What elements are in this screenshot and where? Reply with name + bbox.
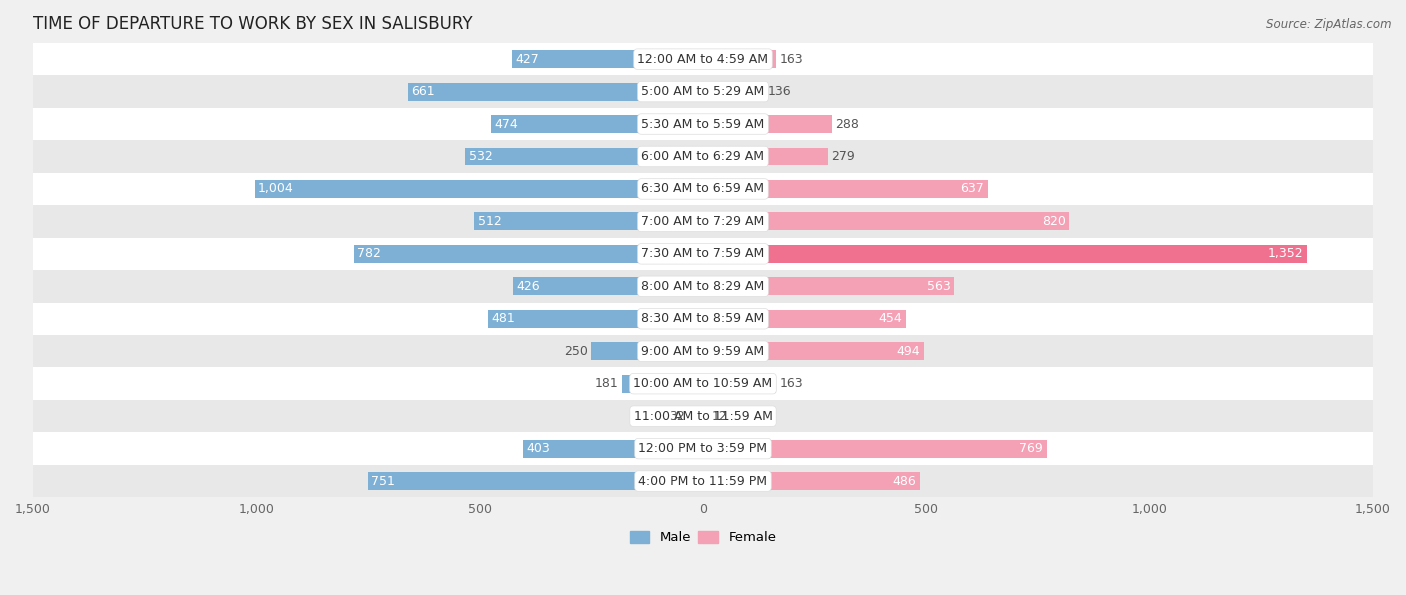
Legend: Male, Female: Male, Female (624, 526, 782, 550)
Bar (0, 76, 1406, 108)
Bar (0, 140, 1406, 173)
Text: 1,004: 1,004 (259, 183, 294, 195)
Text: 403: 403 (527, 442, 550, 455)
Bar (512, 50, 703, 68)
Bar (0, 368, 1406, 400)
Text: 532: 532 (470, 150, 492, 163)
Text: 163: 163 (779, 52, 803, 65)
Text: 11:00 AM to 11:59 AM: 11:00 AM to 11:59 AM (634, 409, 772, 422)
Bar (703, 342, 924, 360)
Bar (703, 212, 1070, 230)
Text: 751: 751 (371, 475, 395, 487)
Text: 12:00 AM to 4:59 AM: 12:00 AM to 4:59 AM (637, 52, 769, 65)
Bar (703, 50, 776, 68)
Text: 250: 250 (564, 345, 588, 358)
Bar (0, 270, 1406, 302)
Text: 782: 782 (357, 248, 381, 261)
Text: 481: 481 (492, 312, 516, 325)
Text: 661: 661 (412, 85, 434, 98)
Text: 12: 12 (711, 409, 728, 422)
Text: 10:00 AM to 10:59 AM: 10:00 AM to 10:59 AM (634, 377, 772, 390)
Text: 4:00 PM to 11:59 PM: 4:00 PM to 11:59 PM (638, 475, 768, 487)
Bar (703, 115, 832, 133)
Bar (367, 472, 703, 490)
Bar (0, 433, 1406, 465)
Bar (491, 115, 703, 133)
Bar (0, 302, 1406, 335)
Text: 769: 769 (1019, 442, 1043, 455)
Bar (621, 375, 703, 393)
Bar (703, 375, 776, 393)
Text: 5:00 AM to 5:29 AM: 5:00 AM to 5:29 AM (641, 85, 765, 98)
Bar (703, 440, 1046, 458)
Text: 5:30 AM to 5:59 AM: 5:30 AM to 5:59 AM (641, 118, 765, 130)
Bar (0, 237, 1406, 270)
Bar (513, 277, 703, 295)
Bar (0, 205, 1406, 237)
Bar (703, 180, 987, 198)
Text: 136: 136 (768, 85, 792, 98)
Text: 8:00 AM to 8:29 AM: 8:00 AM to 8:29 AM (641, 280, 765, 293)
Text: 474: 474 (495, 118, 519, 130)
Text: 9:00 AM to 9:59 AM: 9:00 AM to 9:59 AM (641, 345, 765, 358)
Bar (703, 148, 828, 165)
Text: 6:30 AM to 6:59 AM: 6:30 AM to 6:59 AM (641, 183, 765, 195)
Bar (254, 180, 703, 198)
Text: TIME OF DEPARTURE TO WORK BY SEX IN SALISBURY: TIME OF DEPARTURE TO WORK BY SEX IN SALI… (32, 15, 472, 33)
Text: 7:30 AM to 7:59 AM: 7:30 AM to 7:59 AM (641, 248, 765, 261)
Bar (703, 277, 955, 295)
Bar (474, 212, 703, 230)
Bar (523, 440, 703, 458)
Text: 454: 454 (879, 312, 903, 325)
Bar (703, 245, 1308, 263)
Text: 288: 288 (835, 118, 859, 130)
Bar (488, 310, 703, 328)
Bar (0, 43, 1406, 76)
Bar (0, 335, 1406, 368)
Text: 6:00 AM to 6:29 AM: 6:00 AM to 6:29 AM (641, 150, 765, 163)
Text: 820: 820 (1042, 215, 1066, 228)
Text: 427: 427 (516, 52, 540, 65)
Bar (689, 407, 703, 425)
Text: 512: 512 (478, 215, 502, 228)
Bar (703, 83, 763, 101)
Text: 486: 486 (893, 475, 917, 487)
Bar (354, 245, 703, 263)
Text: 279: 279 (831, 150, 855, 163)
Text: 7:00 AM to 7:29 AM: 7:00 AM to 7:29 AM (641, 215, 765, 228)
Text: 637: 637 (960, 183, 984, 195)
Bar (0, 400, 1406, 433)
Bar (0, 108, 1406, 140)
Text: Source: ZipAtlas.com: Source: ZipAtlas.com (1267, 18, 1392, 31)
Bar (408, 83, 703, 101)
Text: 563: 563 (927, 280, 950, 293)
Text: 494: 494 (897, 345, 920, 358)
Text: 12:00 PM to 3:59 PM: 12:00 PM to 3:59 PM (638, 442, 768, 455)
Text: 181: 181 (595, 377, 619, 390)
Text: 1,352: 1,352 (1268, 248, 1303, 261)
Bar (703, 310, 905, 328)
Text: 32: 32 (669, 409, 685, 422)
Text: 426: 426 (516, 280, 540, 293)
Bar (703, 407, 709, 425)
Text: 8:30 AM to 8:59 AM: 8:30 AM to 8:59 AM (641, 312, 765, 325)
Bar (592, 342, 703, 360)
Text: 163: 163 (779, 377, 803, 390)
Bar (0, 465, 1406, 497)
Bar (0, 173, 1406, 205)
Bar (465, 148, 703, 165)
Bar (703, 472, 920, 490)
